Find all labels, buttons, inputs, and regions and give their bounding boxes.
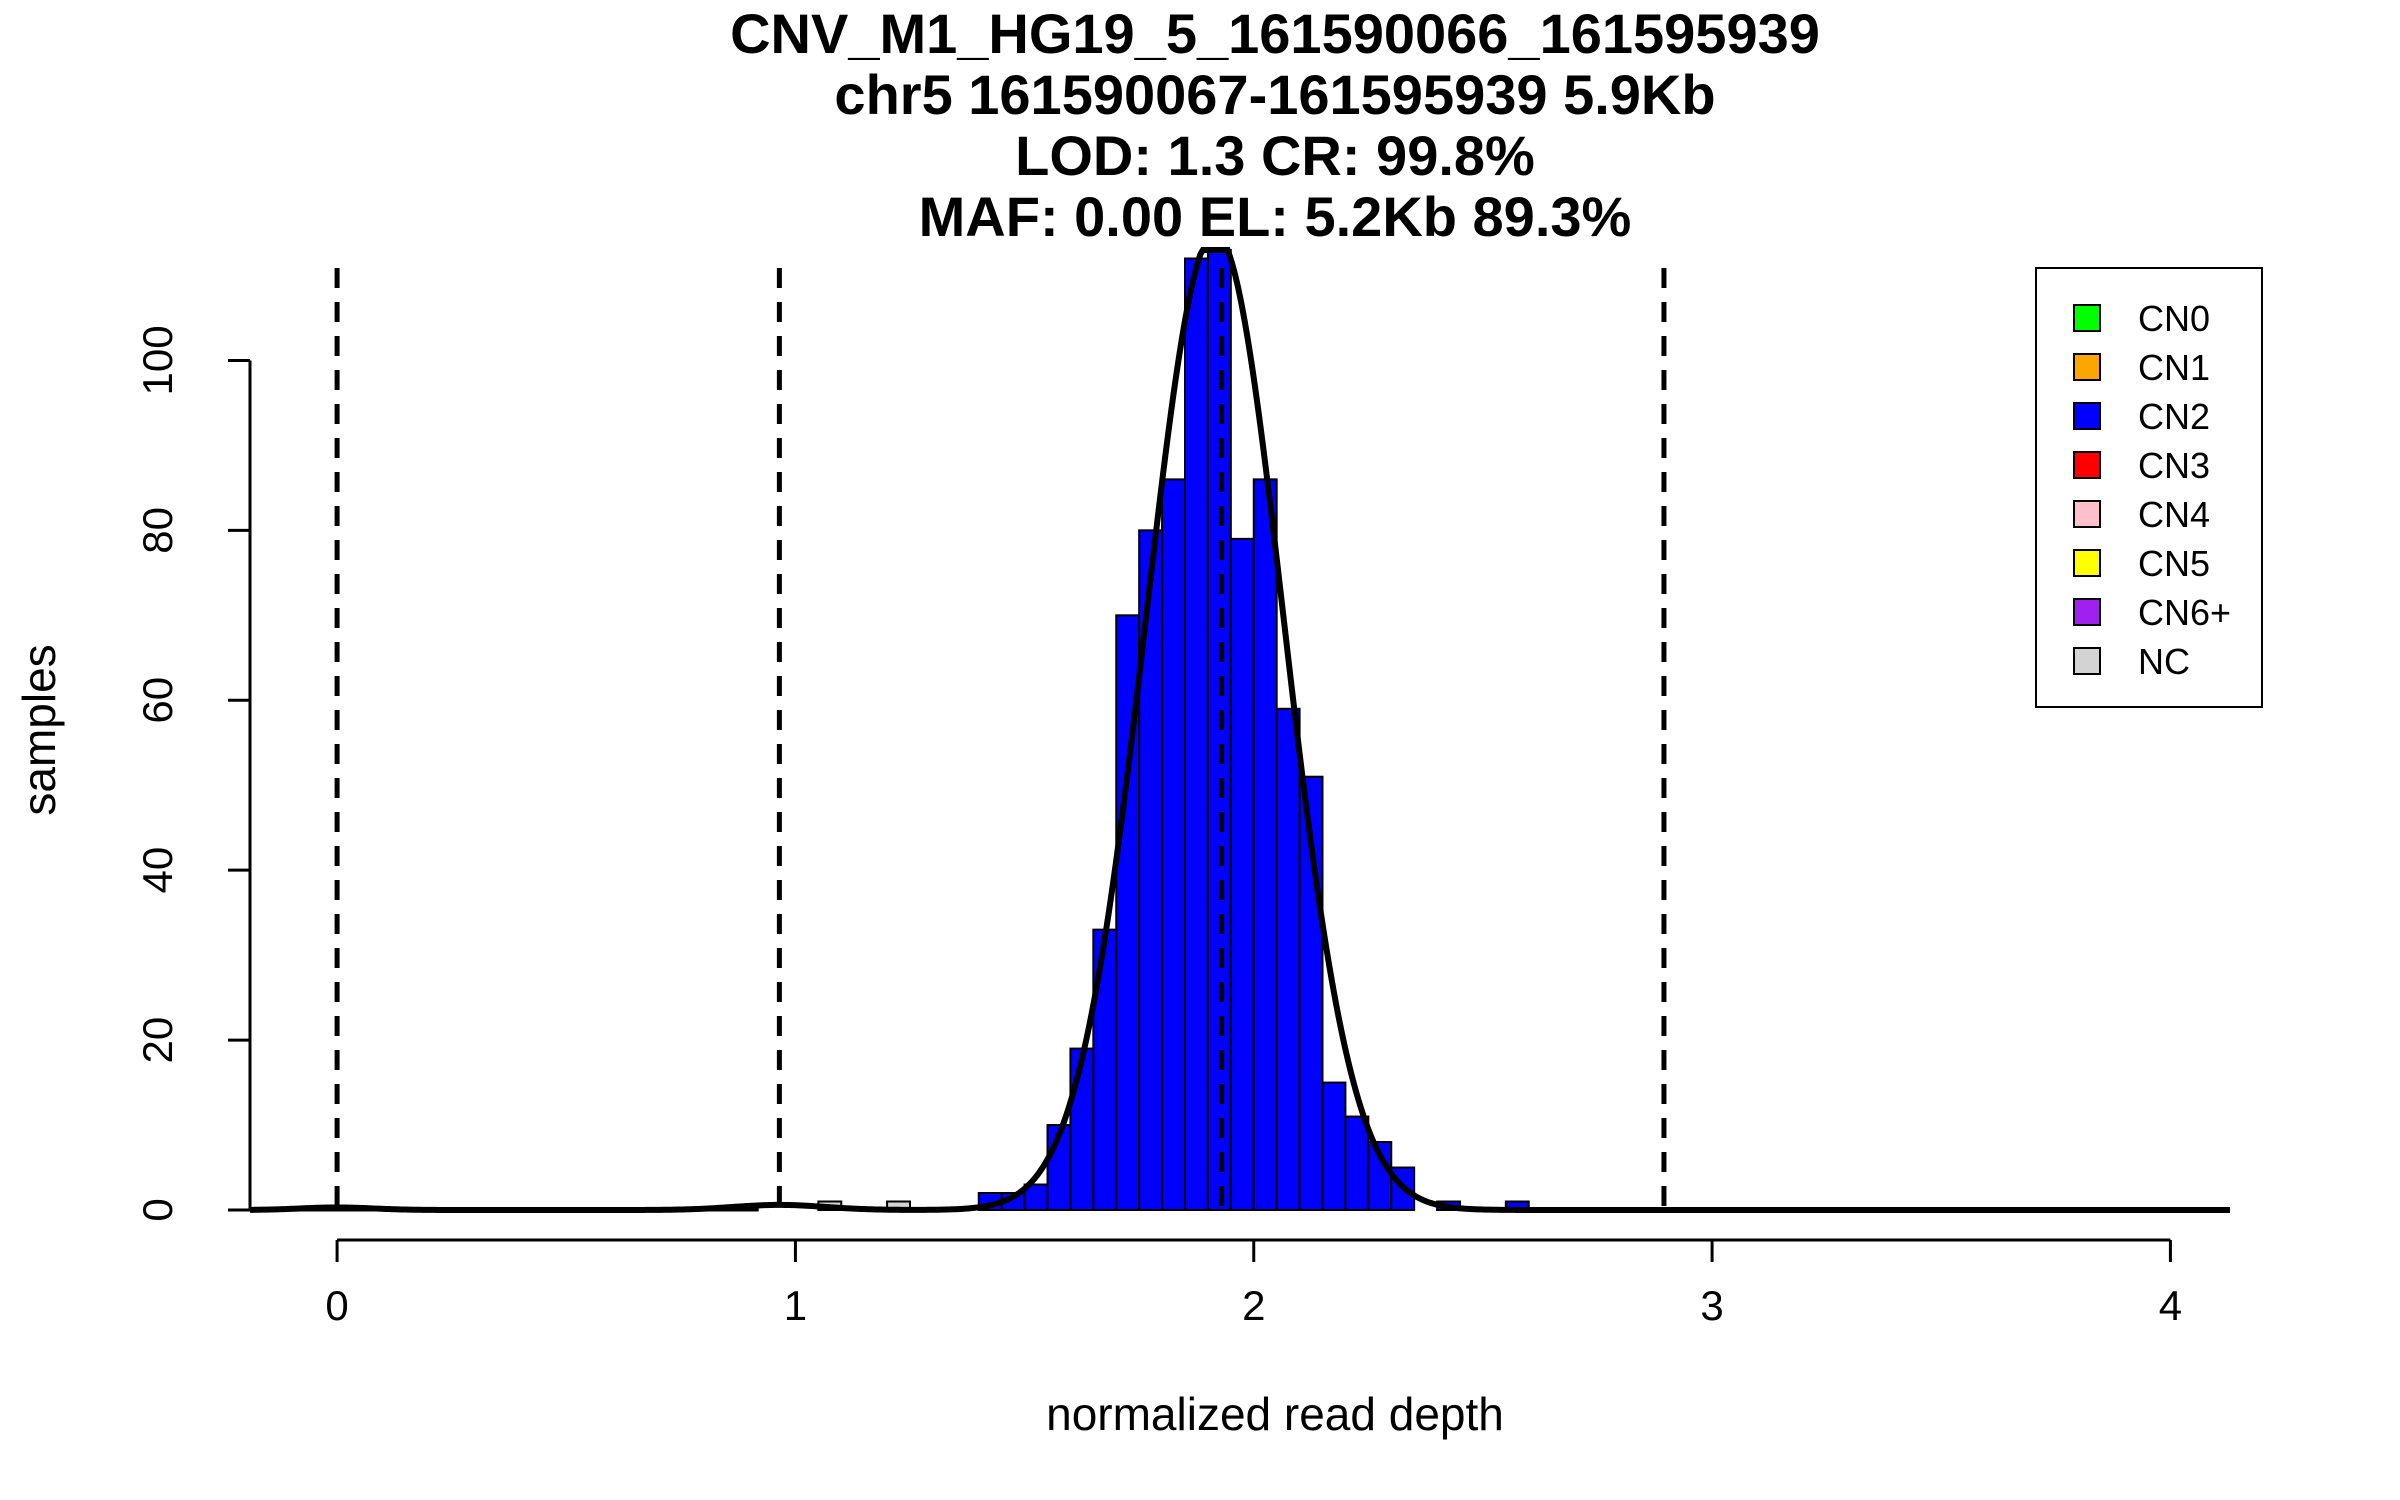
histogram-bar-14 bbox=[1252, 478, 1278, 1211]
legend: CN0 CN1 CN2 CN3 CN4 CN5 CN6+ NC bbox=[2035, 267, 2263, 708]
x-axis: 0 1 2 3 4 bbox=[325, 1238, 2182, 1329]
legend-label-1: CN1 bbox=[2138, 347, 2210, 388]
chart-title: CNV_M1_HG19_5_161590066_161595939 chr5 1… bbox=[730, 2, 1820, 248]
histogram-bar-11 bbox=[1184, 257, 1209, 1211]
x-tick-label-2: 2 bbox=[1242, 1282, 1265, 1329]
legend-swatch-6 bbox=[2073, 598, 2101, 626]
legend-swatch-7 bbox=[2073, 647, 2101, 675]
histogram-bar-17 bbox=[1321, 1081, 1347, 1212]
legend-swatch-4 bbox=[2073, 500, 2101, 528]
histogram-bar-10 bbox=[1161, 478, 1187, 1211]
legend-label-0: CN0 bbox=[2138, 298, 2210, 339]
legend-swatch-1 bbox=[2073, 353, 2101, 381]
x-tick-label-1: 1 bbox=[784, 1282, 807, 1329]
x-tick-label-3: 3 bbox=[1700, 1282, 1723, 1329]
legend-swatch-0 bbox=[2073, 304, 2101, 332]
fit-curve bbox=[249, 247, 2230, 1213]
legend-label-4: CN4 bbox=[2138, 494, 2210, 535]
title-line-2: chr5 161590067-161595939 5.9Kb bbox=[834, 63, 1715, 126]
legend-label-7: NC bbox=[2138, 641, 2190, 682]
y-tick-label-1: 20 bbox=[134, 1017, 181, 1064]
y-axis-title: samples bbox=[13, 644, 65, 815]
y-tick-label-3: 60 bbox=[134, 677, 181, 724]
histogram-bar-15 bbox=[1275, 707, 1301, 1211]
legend-swatch-5 bbox=[2073, 549, 2101, 577]
histogram-bar-13 bbox=[1229, 537, 1255, 1211]
x-tick-label-4: 4 bbox=[2159, 1282, 2182, 1329]
legend-label-6: CN6+ bbox=[2138, 592, 2231, 633]
y-tick-label-5: 100 bbox=[134, 325, 181, 395]
title-line-1: CNV_M1_HG19_5_161590066_161595939 bbox=[730, 2, 1820, 65]
y-axis: 0 20 40 60 80 100 bbox=[134, 325, 252, 1222]
y-tick-label-2: 40 bbox=[134, 847, 181, 894]
legend-label-3: CN3 bbox=[2138, 445, 2210, 486]
legend-label-2: CN2 bbox=[2138, 396, 2210, 437]
histogram-bar-6 bbox=[1069, 1047, 1095, 1212]
legend-swatch-2 bbox=[2073, 402, 2101, 430]
title-line-4: MAF: 0.00 EL: 5.2Kb 89.3% bbox=[919, 185, 1632, 248]
legend-box bbox=[2035, 267, 2263, 708]
x-axis-title: normalized read depth bbox=[1046, 1388, 1504, 1440]
y-tick-label-4: 80 bbox=[134, 507, 181, 554]
legend-label-5: CN5 bbox=[2138, 543, 2210, 584]
histogram-bar-18 bbox=[1344, 1115, 1370, 1212]
legend-swatch-3 bbox=[2073, 451, 2101, 479]
x-tick-label-0: 0 bbox=[325, 1282, 348, 1329]
plot-area bbox=[249, 247, 2230, 1213]
title-line-3: LOD: 1.3 CR: 99.8% bbox=[1015, 124, 1535, 187]
y-tick-label-0: 0 bbox=[134, 1198, 181, 1221]
